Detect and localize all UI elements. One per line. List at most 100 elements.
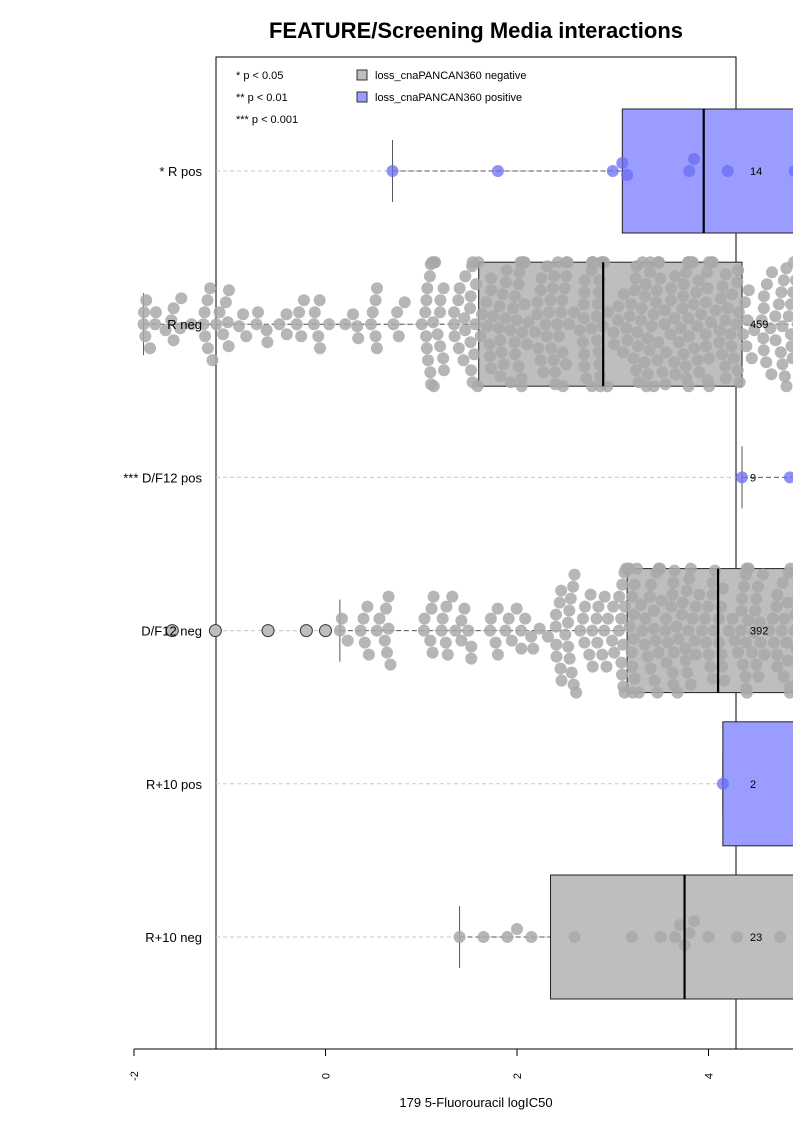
data-point <box>452 294 465 307</box>
data-point <box>627 352 640 365</box>
data-point <box>509 348 522 361</box>
data-point <box>420 294 433 307</box>
group-4 <box>716 721 793 847</box>
chart-title: FEATURE/Screening Media interactions <box>269 18 683 43</box>
data-point <box>785 340 793 353</box>
data-point <box>314 342 326 355</box>
x-tick-label: -2 <box>129 1071 141 1081</box>
data-point <box>494 334 507 347</box>
data-point <box>617 638 630 651</box>
data-point <box>386 165 399 177</box>
legend-significance: * p < 0.05 <box>236 70 283 82</box>
data-point <box>378 634 391 647</box>
data-point <box>706 576 719 589</box>
data-point <box>435 624 448 637</box>
data-point <box>578 274 591 287</box>
data-point <box>561 256 574 269</box>
data-point <box>787 256 793 269</box>
data-point <box>280 328 293 341</box>
data-point <box>741 314 754 327</box>
data-point <box>598 590 611 603</box>
data-point <box>790 643 793 654</box>
data-point <box>149 306 162 319</box>
data-point <box>448 330 461 343</box>
data-point <box>644 590 656 603</box>
data-point <box>727 352 740 365</box>
data-point <box>534 354 547 367</box>
data-point <box>592 298 604 311</box>
data-point <box>352 332 365 345</box>
data-point <box>201 294 214 307</box>
data-point <box>765 368 778 381</box>
data-point <box>446 590 459 603</box>
data-point <box>677 278 690 291</box>
data-point <box>641 368 654 381</box>
data-point <box>381 646 393 659</box>
data-point <box>677 348 690 361</box>
data-point <box>670 620 683 633</box>
data-point <box>522 316 535 329</box>
data-point <box>511 923 523 935</box>
data-point <box>421 282 434 295</box>
data-point <box>748 324 761 337</box>
data-point <box>483 350 496 363</box>
data-point <box>701 282 714 295</box>
data-point <box>499 312 512 325</box>
data-point <box>552 330 565 343</box>
data-point <box>719 372 732 385</box>
data-point <box>691 320 703 333</box>
group-0 <box>386 108 793 234</box>
data-point <box>701 266 713 279</box>
data-point <box>783 686 793 699</box>
data-point <box>476 308 488 321</box>
data-point <box>485 284 497 297</box>
data-point <box>453 282 466 295</box>
data-point <box>627 632 640 645</box>
data-point <box>716 582 729 595</box>
data-point <box>531 296 544 309</box>
data-point <box>384 658 397 671</box>
data-point <box>644 266 656 279</box>
data-point <box>719 314 732 327</box>
data-point <box>509 290 522 303</box>
data-point <box>788 165 793 177</box>
data-point <box>785 328 793 341</box>
data-point <box>557 380 569 393</box>
data-point <box>623 620 636 633</box>
data-point <box>576 336 589 349</box>
data-point <box>484 612 497 625</box>
group-count: 459 <box>750 319 768 331</box>
data-point <box>650 296 663 309</box>
data-point <box>427 380 440 393</box>
legend-entry: loss_cnaPANCAN360 positive <box>375 92 522 104</box>
data-point <box>770 600 783 613</box>
data-point <box>628 578 641 591</box>
data-point <box>422 354 434 367</box>
data-point <box>777 274 790 287</box>
data-point <box>515 642 528 655</box>
data-point <box>493 300 506 313</box>
group-count: 14 <box>750 166 762 178</box>
x-tick-label: 2 <box>512 1073 524 1079</box>
data-point <box>568 931 581 943</box>
data-point <box>508 336 521 349</box>
data-point <box>539 318 552 331</box>
data-point <box>505 634 518 647</box>
data-point <box>725 340 738 353</box>
data-point <box>767 636 780 649</box>
data-point <box>175 292 188 305</box>
data-point <box>545 342 558 355</box>
data-point <box>313 294 326 307</box>
data-point <box>139 330 152 343</box>
legend-significance: ** p < 0.01 <box>236 92 288 104</box>
data-point <box>592 346 605 359</box>
data-point <box>713 336 726 349</box>
data-point <box>732 646 745 659</box>
data-point <box>757 302 770 315</box>
data-point <box>760 278 773 291</box>
data-point <box>221 316 234 329</box>
data-point <box>424 366 437 379</box>
data-point <box>698 612 711 625</box>
data-point <box>516 326 529 339</box>
data-point <box>358 636 371 649</box>
